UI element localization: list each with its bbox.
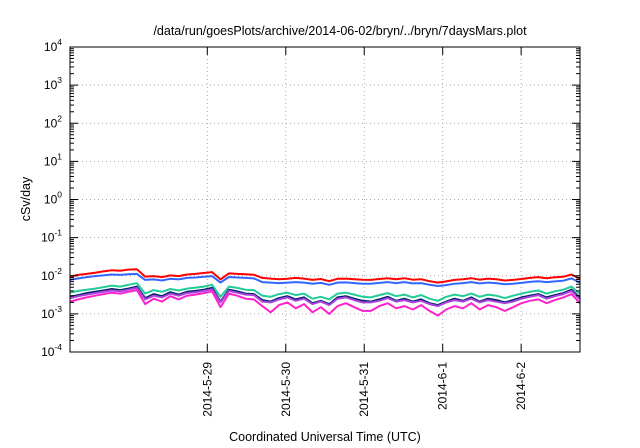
y-tick-label: 10-3 <box>41 304 62 321</box>
grid <box>70 47 580 352</box>
series-line-5 <box>69 286 581 308</box>
x-tick-label: 2014-5-31 <box>357 362 371 417</box>
y-tick-label: 100 <box>44 190 62 207</box>
y-tick-label: 10-2 <box>41 266 62 283</box>
y-tick-label: 102 <box>44 113 62 130</box>
series-line-3 <box>69 282 581 302</box>
y-tick-label: 103 <box>44 75 62 92</box>
x-tick-label: 2014-5-29 <box>200 362 214 417</box>
series-line-1 <box>69 268 581 284</box>
chart-title: /data/run/goesPlots/archive/2014-06-02/b… <box>153 24 527 38</box>
series-line-2 <box>69 272 581 287</box>
series-lines <box>69 268 581 317</box>
series-line-6 <box>69 289 581 317</box>
x-tick-label: 2014-5-30 <box>279 362 293 417</box>
x-tick-label: 2014-6-2 <box>514 362 528 410</box>
x-axis-label: Coordinated Universal Time (UTC) <box>229 430 421 444</box>
y-tick-label: 10-4 <box>41 342 62 359</box>
y-tick-label: 10-1 <box>41 228 62 245</box>
y-tick-label: 104 <box>44 37 62 54</box>
y-axis-ticks: 10-4 10-3 10-2 10-1 100 101 102 103 104 <box>41 37 580 359</box>
y-axis-label: cSv/day <box>19 176 33 221</box>
x-tick-label: 2014-6-1 <box>436 362 450 410</box>
y-tick-label: 101 <box>44 151 62 168</box>
x-axis-ticks: 2014-5-29 2014-5-30 2014-5-31 2014-6-1 2014-… <box>200 47 528 417</box>
